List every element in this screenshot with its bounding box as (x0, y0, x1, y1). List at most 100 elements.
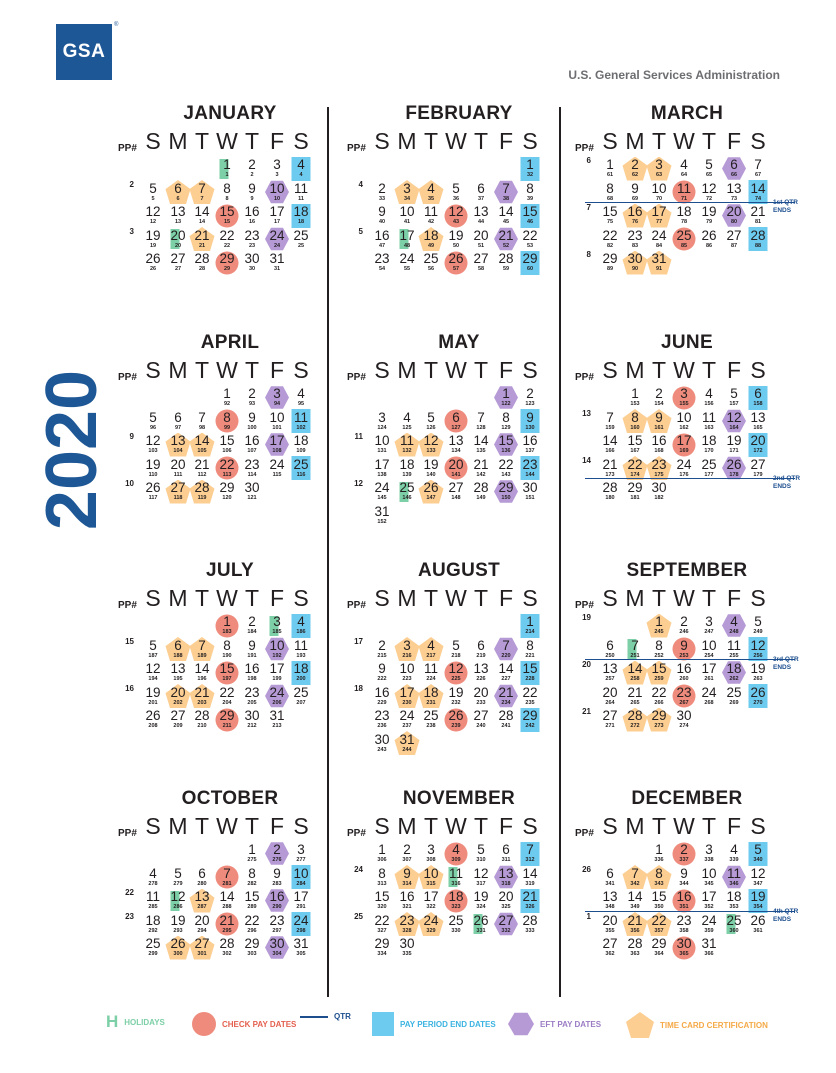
day-cell: 7 128 (469, 409, 493, 434)
weekday-header: T (244, 813, 260, 839)
day-number: 19 (473, 889, 489, 904)
day-cell: 1 336 (647, 841, 671, 866)
pay-period-end-box (520, 409, 540, 433)
day-number: 26 (750, 912, 766, 928)
julian-day-number: 11 (298, 195, 304, 202)
check-pay-circle (215, 865, 239, 889)
weekday-header: T (244, 128, 260, 154)
day-number: 4 (730, 842, 738, 857)
day-cell: 22 204 (215, 684, 239, 709)
julian-day-number: 179 (753, 471, 763, 478)
day-cell: 4 217 (418, 637, 444, 662)
day-number: 15 (219, 661, 235, 676)
day-cell: 22 296 (240, 912, 264, 937)
day-number: 20 (473, 684, 489, 700)
day-cell: 6 311 (494, 841, 518, 866)
day-number: 18 (293, 204, 309, 219)
check-pay-circle (672, 386, 696, 409)
day-number: 19 (145, 227, 161, 243)
day-cell: 13 134 (444, 432, 468, 457)
pay-period-number: 24 (354, 864, 363, 874)
day-cell: 21 203 (189, 684, 215, 709)
day-number: 7 (198, 637, 206, 653)
day-cell: 28 333 (518, 912, 542, 937)
legend-holidays: H HOLIDAYS (106, 1012, 165, 1032)
day-cell: 7 159 (598, 409, 622, 434)
day-cell: 17 138 (370, 456, 394, 481)
day-number: 16 (269, 889, 285, 904)
weekday-header: F (269, 128, 285, 154)
day-cell: 22 22 (215, 227, 239, 252)
holiday-marker (726, 914, 736, 934)
julian-day-number: 308 (426, 857, 436, 863)
day-cell: 1 32 (518, 156, 542, 181)
day-number: 14 (498, 661, 514, 676)
day-cell: 7 189 (189, 637, 215, 662)
julian-day-number: 100 (247, 424, 257, 431)
day-number: 29 (522, 251, 538, 266)
day-number: 30 (399, 936, 415, 951)
day-cell: 21 21 (189, 227, 215, 252)
day-number: 12 (726, 409, 742, 425)
day-number: 26 (448, 251, 464, 266)
day-number: 1 (502, 386, 510, 401)
day-number: 28 (194, 708, 210, 723)
weekday-header: F (726, 585, 742, 611)
weekday-header: S (522, 585, 538, 611)
pp-label: PP# (575, 828, 594, 839)
day-number: 17 (651, 204, 667, 219)
day-number: 23 (522, 456, 538, 472)
month-may: MAY PP# S M T W T F S 11 12 1 122 2 123 3 124 4 125 5 126 6 12… (345, 332, 573, 560)
julian-day-number: 278 (148, 880, 158, 887)
julian-day-number: 38 (502, 195, 510, 202)
weekday-header: S (293, 813, 309, 839)
day-cell: 19 79 (697, 203, 721, 228)
julian-day-number: 365 (679, 951, 689, 957)
day-number: 29 (651, 936, 667, 951)
day-cell: 12 103 (141, 432, 165, 457)
day-cell: 1 306 (370, 841, 394, 866)
julian-day-number: 103 (148, 448, 158, 454)
day-cell: 26 208 (141, 707, 165, 732)
julian-day-number: 259 (654, 676, 664, 682)
day-number: 15 (651, 889, 667, 904)
julian-day-number: 44 (477, 219, 485, 225)
month-name: AUGUST (417, 560, 501, 581)
day-number: 3 (273, 157, 281, 172)
eft-hexagon (265, 227, 289, 251)
julian-day-number: 85 (680, 242, 688, 249)
check-pay-circle (672, 433, 696, 456)
day-cell: 27 27 (166, 250, 190, 275)
registered-mark: ® (114, 22, 119, 28)
day-cell: 20 111 (166, 456, 190, 481)
day-cell: 11 11 (289, 180, 313, 205)
day-cell: 11 132 (394, 432, 420, 457)
julian-day-number: 254 (704, 652, 714, 659)
day-number: 6 (730, 157, 738, 172)
julian-day-number: 131 (377, 448, 387, 454)
julian-day-number: 160 (630, 424, 640, 431)
day-number: 7 (502, 180, 510, 196)
day-cell: 15 350 (647, 888, 671, 913)
julian-day-number: 29 (223, 266, 231, 272)
day-number: 7 (223, 865, 231, 881)
day-number: 16 (374, 227, 390, 243)
check-pay-circle (444, 889, 468, 912)
day-number: 17 (701, 889, 717, 904)
julian-day-number: 240 (476, 723, 486, 729)
julian-day-number: 237 (402, 723, 412, 729)
julian-day-number: 362 (605, 951, 615, 957)
day-number: 11 (293, 180, 308, 196)
day-cell: 30 274 (672, 707, 696, 732)
julian-day-number: 138 (377, 471, 387, 478)
day-number: 24 (676, 456, 692, 472)
julian-day-number: 205 (247, 699, 257, 706)
day-number: 24 (399, 251, 415, 266)
pay-period-end-box (291, 203, 311, 228)
day-number: 28 (498, 251, 514, 266)
day-cell: 19 324 (469, 888, 493, 913)
pay-period-end-box (291, 409, 311, 433)
day-cell: 14 105 (189, 432, 215, 457)
day-cell: 20 294 (190, 912, 214, 937)
day-cell: 21 142 (469, 456, 493, 481)
